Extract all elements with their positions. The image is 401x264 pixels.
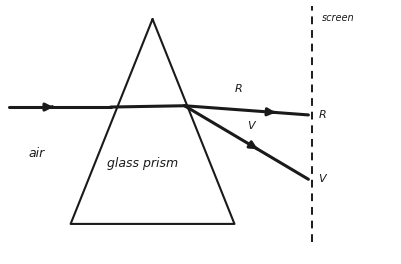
Text: screen: screen (322, 12, 355, 22)
Text: air: air (28, 147, 45, 159)
Text: R: R (318, 110, 326, 120)
Text: V: V (318, 174, 326, 184)
Text: V: V (247, 121, 254, 131)
Text: glass prism: glass prism (107, 157, 178, 170)
Text: R: R (235, 84, 242, 94)
